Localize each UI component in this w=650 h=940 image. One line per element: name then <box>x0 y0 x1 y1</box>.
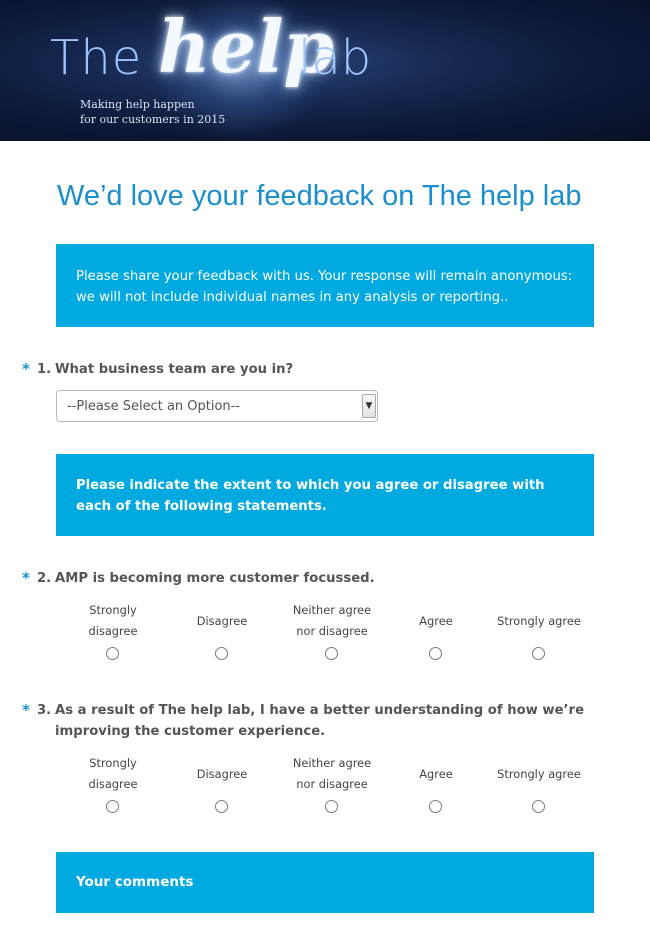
option-label-line2: nor disagree <box>296 624 368 638</box>
likert-scale-q3: Strongly disagree Disagree Neither agree n… <box>56 753 596 823</box>
question-text: AMP is becoming more customer focussed. <box>55 571 375 586</box>
radio-button[interactable] <box>429 647 442 660</box>
page-title: We’d love your feedback on The help lab <box>57 180 582 212</box>
option-label-line1: Strongly agree <box>497 613 581 628</box>
header-banner: The help lab Making help happen for our … <box>0 0 650 141</box>
scale-option-disagree: Disagree <box>167 600 277 670</box>
scale-option-strongly-agree: Strongly agree <box>484 600 594 670</box>
instruction-box: Please indicate the extent to which you … <box>56 454 594 536</box>
intro-box: Please share your feedback with us. Your… <box>56 244 594 327</box>
chevron-down-icon[interactable]: ▼ <box>362 394 376 418</box>
radio-button[interactable] <box>106 800 119 813</box>
logo-glow <box>150 0 330 140</box>
radio-button[interactable] <box>106 647 119 660</box>
radio-button[interactable] <box>215 647 228 660</box>
scale-option-agree: Agree <box>381 600 491 670</box>
scale-option-neither: Neither agree nor disagree <box>277 600 387 670</box>
scale-option-disagree: Disagree <box>167 753 277 823</box>
option-label-line2: nor disagree <box>296 777 368 791</box>
option-label-line1: Strongly <box>89 756 137 770</box>
scale-option-strongly-disagree: Strongly disagree <box>58 753 168 823</box>
radio-button[interactable] <box>532 647 545 660</box>
option-label-line2: disagree <box>88 624 138 638</box>
logo-word-lab: lab <box>298 30 372 86</box>
option-label-line1: Disagree <box>196 766 248 781</box>
radio-button[interactable] <box>325 647 338 660</box>
option-label-line1: Disagree <box>196 613 248 628</box>
scale-option-agree: Agree <box>381 753 491 823</box>
radio-button[interactable] <box>325 800 338 813</box>
scale-option-strongly-disagree: Strongly disagree <box>58 600 168 670</box>
option-label-line1: Neither agree <box>292 756 372 770</box>
radio-button[interactable] <box>215 800 228 813</box>
logo-word-the: The <box>50 30 143 86</box>
option-label-line1: Neither agree <box>292 603 372 617</box>
intro-text: Please share your feedback with us. Your… <box>76 269 573 305</box>
required-asterisk: * <box>22 360 30 378</box>
question-number: 3. <box>37 703 52 718</box>
question-number: 2. <box>37 571 52 586</box>
option-label-line1: Agree <box>419 766 453 781</box>
question-number: 1. <box>37 362 52 377</box>
scale-option-neither: Neither agree nor disagree <box>277 753 387 823</box>
option-label-line2: disagree <box>88 777 138 791</box>
option-label-line1: Agree <box>419 613 453 628</box>
comments-heading: Your comments <box>76 874 194 890</box>
tagline-line-2: for our customers in 2015 <box>80 113 226 126</box>
required-asterisk: * <box>22 701 30 719</box>
tagline-line-1: Making help happen <box>80 98 195 111</box>
banner-tagline: Making help happen for our customers in … <box>80 97 225 127</box>
select-value: --Please Select an Option-- <box>67 399 241 414</box>
required-asterisk: * <box>22 569 30 587</box>
question-text: As a result of The help lab, I have a be… <box>55 703 585 739</box>
scale-option-strongly-agree: Strongly agree <box>484 753 594 823</box>
logo-word-help: help <box>158 4 334 89</box>
option-label-line1: Strongly <box>89 603 137 617</box>
option-label-line1: Strongly agree <box>497 766 581 781</box>
comments-section-header: Your comments <box>56 852 594 913</box>
radio-button[interactable] <box>532 800 545 813</box>
radio-button[interactable] <box>429 800 442 813</box>
question-text: What business team are you in? <box>55 362 294 377</box>
instruction-text: Please indicate the extent to which you … <box>76 478 545 514</box>
business-team-select[interactable]: --Please Select an Option-- ▼ <box>56 390 378 422</box>
likert-scale-q2: Strongly disagree Disagree Neither agree n… <box>56 600 596 670</box>
